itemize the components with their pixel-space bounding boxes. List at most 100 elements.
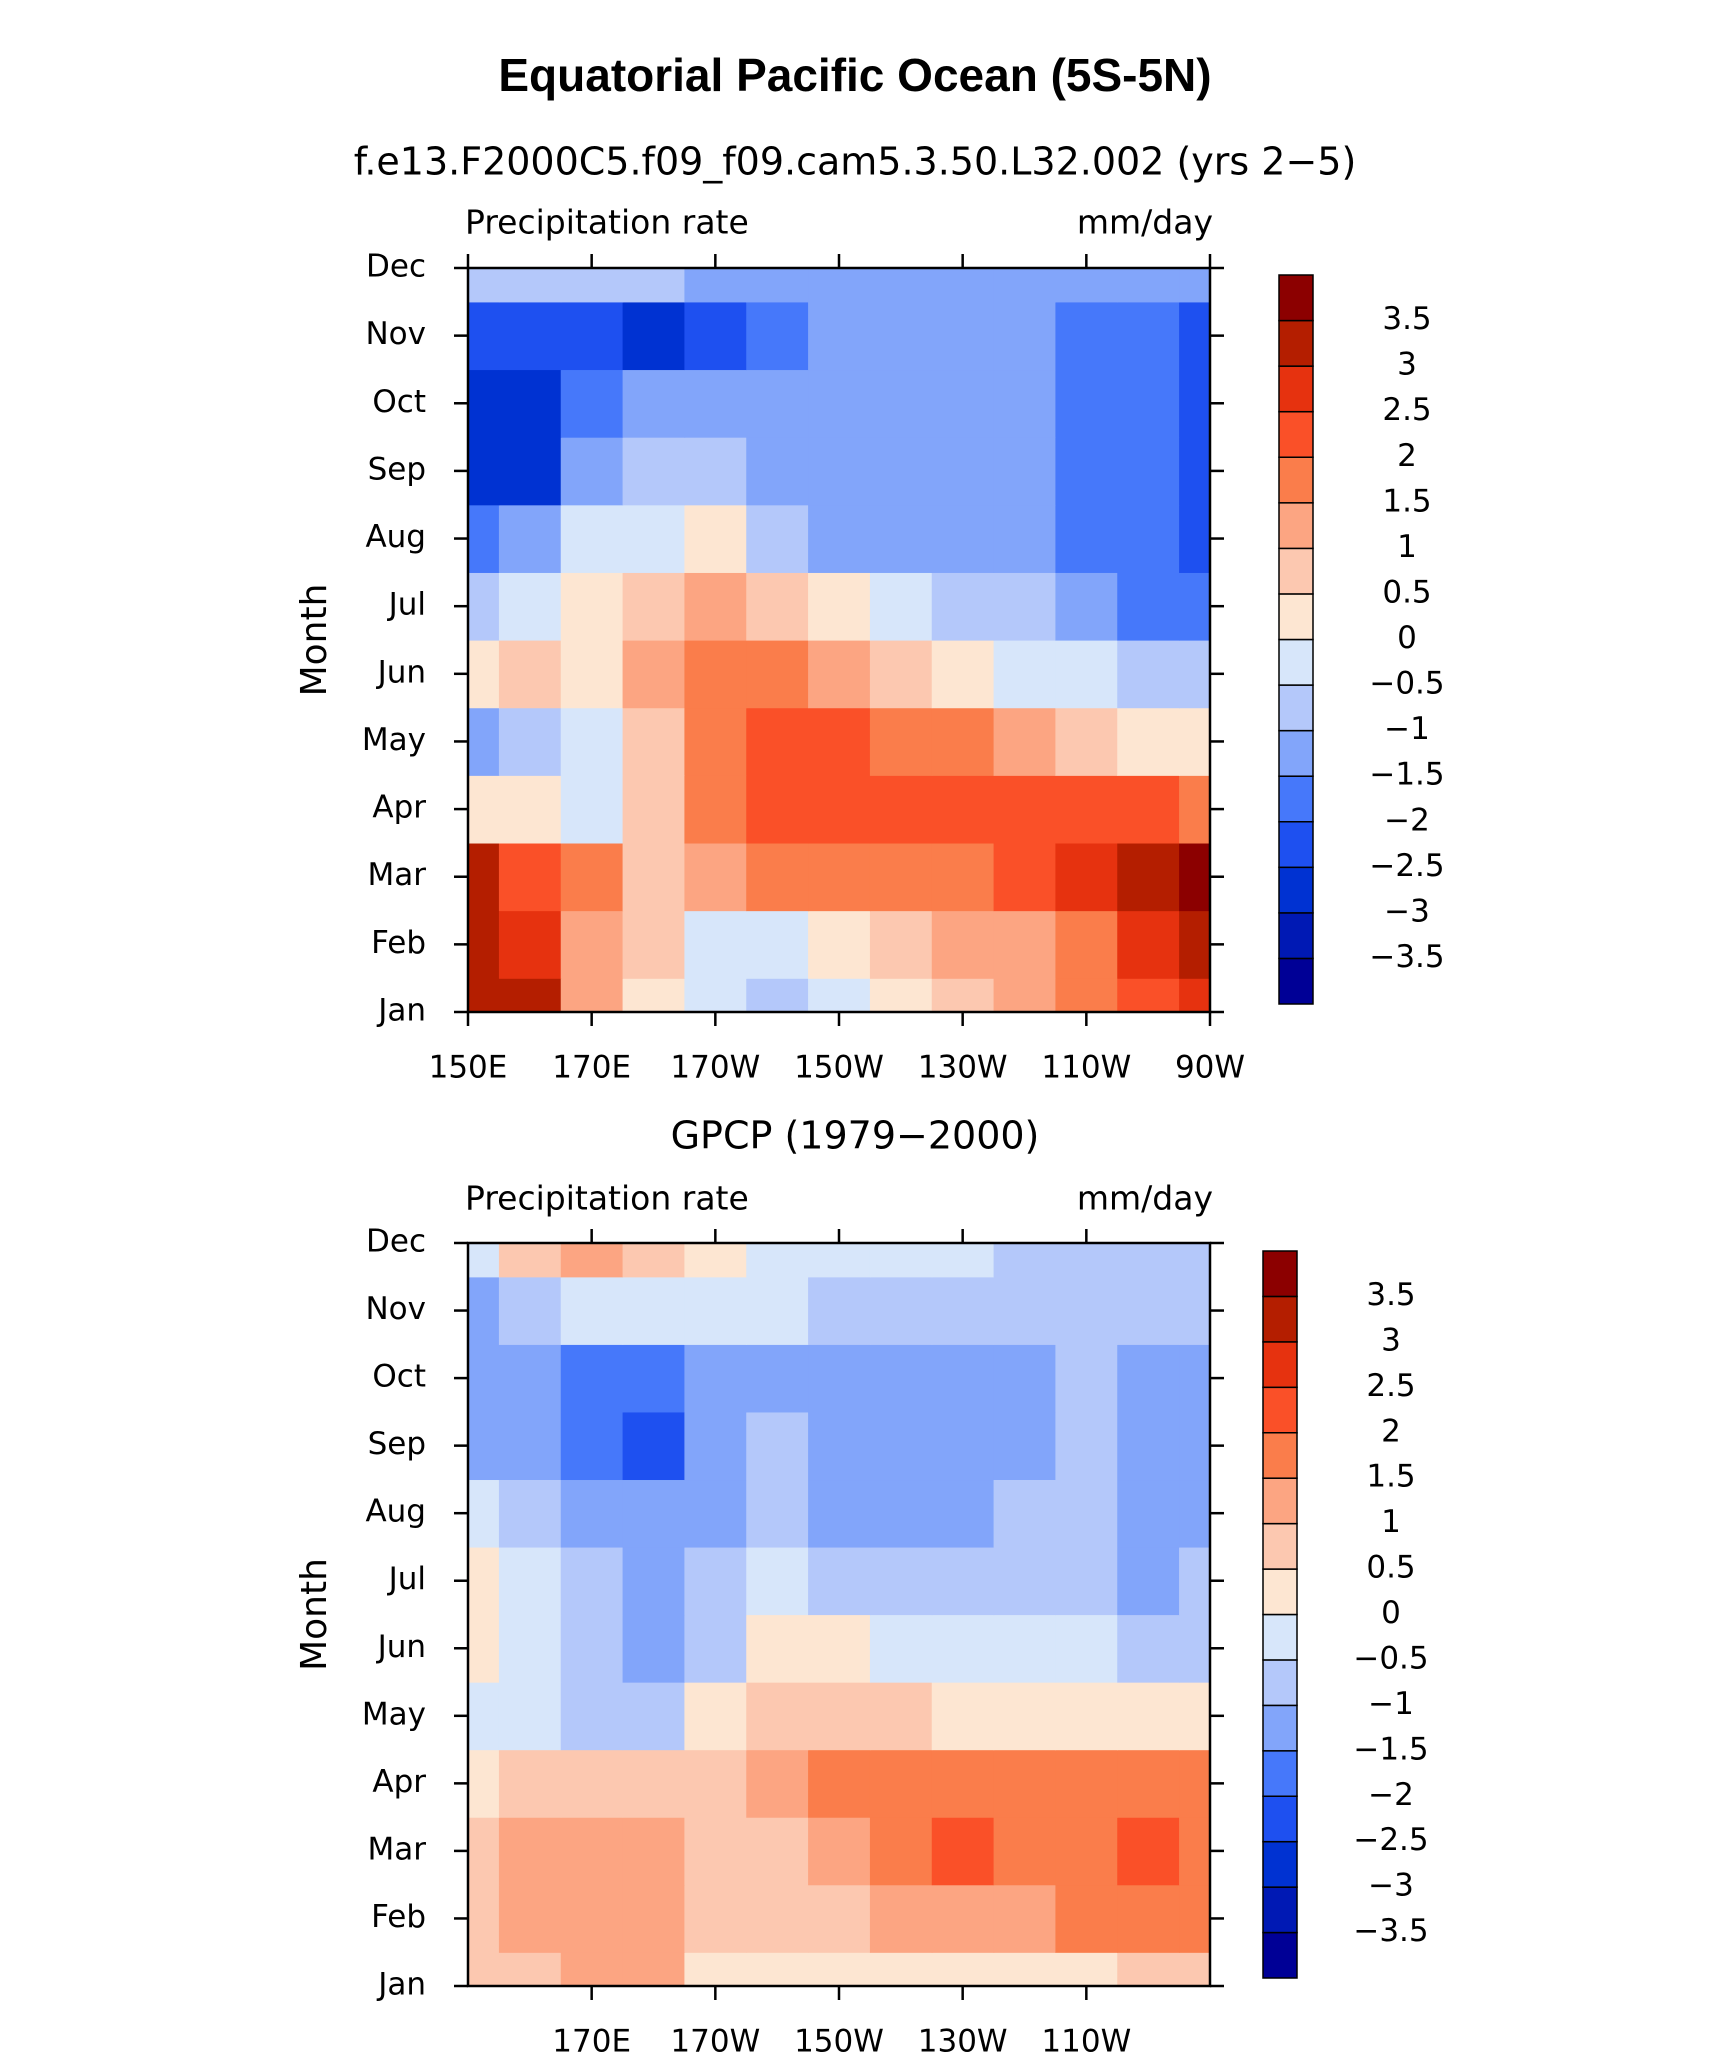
- y-tick-label: Jun: [376, 1629, 426, 1665]
- contour-cell: [746, 1614, 809, 1683]
- colorbar-label: 0: [1397, 620, 1417, 656]
- contour-cell: [746, 369, 809, 438]
- contour-cell: [869, 369, 933, 438]
- contour-cell: [622, 640, 686, 709]
- contour-cell: [498, 1817, 562, 1886]
- contour-cell: [560, 1276, 624, 1345]
- colorbar-box: [1278, 274, 1314, 322]
- contour-cell: [1179, 640, 1210, 709]
- contour-cell: [746, 1276, 809, 1345]
- contour-cell: [931, 775, 995, 844]
- colorbar-label: 2.5: [1366, 1368, 1415, 1404]
- colorbar-box: [1262, 1704, 1298, 1752]
- contour-cell: [808, 369, 871, 438]
- contour-cell: [1055, 301, 1118, 371]
- contour-cell: [560, 707, 624, 776]
- contour-cell: [1055, 1344, 1118, 1413]
- x-tick-label: 130W: [918, 1050, 1008, 1086]
- contour-cell: [746, 1817, 809, 1886]
- colorbar-box: [1262, 1840, 1298, 1888]
- contour-cell: [746, 301, 809, 371]
- contour-cell: [1179, 301, 1210, 371]
- contour-cell: [622, 1546, 686, 1616]
- contour-cell: [746, 1749, 809, 1818]
- x-tick-label: 170E: [552, 1050, 631, 1086]
- contour-cell: [1179, 775, 1210, 844]
- contour-cell: [684, 1614, 747, 1683]
- contour-cell: [993, 268, 1057, 303]
- contour-cell: [808, 707, 871, 776]
- colorbar-box: [1262, 1795, 1298, 1843]
- y-tick-label: Feb: [371, 925, 426, 961]
- y-tick-label: Jan: [376, 1967, 426, 2003]
- y-tick-label: Sep: [368, 1426, 426, 1462]
- contour-cell: [869, 978, 933, 1012]
- contour-cell: [1179, 1952, 1210, 1986]
- colorbar-box: [1278, 365, 1314, 413]
- y-tick-label: Apr: [372, 1764, 426, 1800]
- y-tick-label: Nov: [365, 316, 426, 352]
- contour-cell: [560, 1749, 624, 1818]
- contour-cell: [1117, 1817, 1180, 1886]
- contour-cell: [560, 504, 624, 573]
- colorbar-box: [1278, 410, 1314, 458]
- contour-cell: [993, 1682, 1057, 1751]
- y-tick-label: Jun: [376, 654, 426, 690]
- contour-cell: [1179, 1411, 1210, 1481]
- x-tick-label: 170W: [670, 1050, 760, 1086]
- contour-cell: [622, 1884, 686, 1953]
- subtitle: f.e13.F2000C5.f09_f09.cam5.3.50.L32.002 …: [354, 140, 1357, 184]
- contour-cell: [931, 1817, 995, 1886]
- contour-cell: [931, 910, 995, 979]
- contour-cell: [560, 268, 624, 303]
- contour-cell: [560, 301, 624, 371]
- contour-cell: [498, 1614, 562, 1683]
- contour-cell: [622, 1817, 686, 1886]
- contour-cell: [1055, 910, 1118, 979]
- contour-cell: [746, 910, 809, 979]
- contour-cell: [1055, 978, 1118, 1012]
- contour-cell: [869, 1614, 933, 1683]
- colorbar-label: 0.5: [1366, 1550, 1415, 1586]
- contour-cell: [560, 1546, 624, 1616]
- x-tick-label: 130W: [918, 2024, 1008, 2060]
- contour-cell: [1055, 1952, 1118, 1986]
- contour-cell: [622, 842, 686, 912]
- contour-cell: [1117, 640, 1180, 709]
- contour-cell: [560, 572, 624, 641]
- contour-cell: [1179, 1276, 1210, 1345]
- contour-cell: [869, 1749, 933, 1818]
- colorbar-box: [1278, 912, 1314, 960]
- contour-cell: [1055, 775, 1118, 844]
- x-tick-label: 110W: [1041, 1050, 1131, 1086]
- contour-cell: [993, 504, 1057, 573]
- contour-cell: [746, 1479, 809, 1548]
- contour-cell: [1179, 842, 1210, 912]
- colorbar-box: [1262, 1477, 1298, 1525]
- field: [468, 268, 1210, 1012]
- contour-cell: [869, 1344, 933, 1413]
- contour-cell: [1117, 268, 1180, 303]
- x-tick-label: 170E: [552, 2024, 631, 2060]
- contour-cell: [498, 268, 562, 303]
- colorbar-box: [1278, 866, 1314, 914]
- contour-cell: [993, 978, 1057, 1012]
- y-tick-label: Feb: [371, 1899, 426, 1935]
- y-tick-label: Jul: [387, 587, 426, 623]
- contour-cell: [746, 707, 809, 776]
- contour-cell: [684, 842, 747, 912]
- contour-cell: [622, 1276, 686, 1345]
- contour-cell: [993, 437, 1057, 506]
- contour-cell: [746, 640, 809, 709]
- contour-cell: [931, 1884, 995, 1953]
- contour-cell: [560, 978, 624, 1012]
- subtitle: GPCP (1979−2000): [671, 1114, 1040, 1158]
- contour-cell: [931, 1276, 995, 1345]
- contour-cell: [468, 1817, 500, 1886]
- contour-cell: [1117, 978, 1180, 1012]
- contour-cell: [498, 1479, 562, 1548]
- contour-cell: [468, 504, 500, 573]
- contour-cell: [808, 1479, 871, 1548]
- contour-cell: [993, 1817, 1057, 1886]
- contour-cell: [808, 301, 871, 371]
